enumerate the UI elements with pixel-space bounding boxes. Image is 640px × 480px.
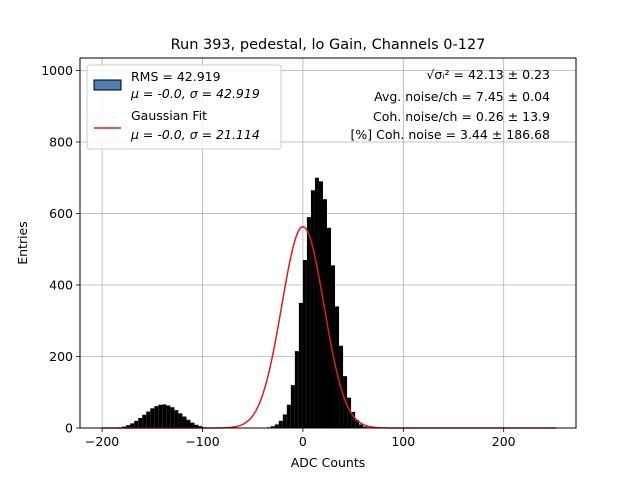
histogram-bar — [198, 426, 203, 428]
histogram-bar — [326, 227, 332, 428]
histogram-bar — [274, 424, 279, 428]
histogram-bar — [290, 385, 295, 428]
x-tick-label: 100 — [391, 434, 415, 449]
legend-rms-label: RMS = 42.919 — [131, 69, 221, 84]
y-tick-label: 1000 — [41, 63, 73, 78]
noise-annotations: √σᵢ² = 42.13 ± 0.23 Avg. noise/ch = 7.45… — [350, 67, 550, 142]
histogram-bar — [359, 424, 364, 428]
histogram-bar — [154, 406, 159, 428]
chart-title: Run 393, pedestal, lo Gain, Channels 0-1… — [171, 37, 486, 53]
histogram-bar — [302, 259, 307, 428]
histogram-bar — [286, 404, 291, 428]
histogram-bar — [306, 217, 311, 428]
x-tick-label: 0 — [299, 434, 307, 449]
y-tick-label: 400 — [49, 278, 73, 293]
histogram-bar — [310, 190, 315, 428]
histogram-bar — [150, 408, 155, 428]
histogram-bar — [190, 422, 195, 428]
annotation-sqrt-sigma: √σᵢ² = 42.13 ± 0.23 — [426, 67, 550, 82]
x-tick-label: −100 — [185, 434, 219, 449]
histogram-bar — [186, 419, 191, 428]
histogram-bar — [347, 397, 352, 428]
legend-rms-stats: μ = -0.0, σ = 42.919 — [130, 86, 260, 101]
histogram-bar — [363, 426, 368, 428]
histogram-bar — [318, 181, 323, 428]
histogram-bar — [335, 306, 340, 428]
histogram-bar — [166, 405, 171, 428]
annotation-coh-percent: [%] Coh. noise = 3.44 ± 186.68 — [350, 127, 550, 142]
histogram-bar — [314, 177, 319, 428]
histogram-bar — [158, 404, 163, 428]
legend-rms-patch — [93, 79, 122, 91]
histogram-bar — [182, 416, 187, 428]
x-tick-label: −200 — [85, 434, 119, 449]
y-tick-label: 600 — [49, 206, 73, 221]
legend-fit-stats: μ = -0.0, σ = 21.114 — [130, 127, 260, 142]
histogram-bar — [278, 420, 283, 428]
legend-box — [86, 64, 282, 150]
x-tick-label: 200 — [492, 434, 516, 449]
histogram-bar — [126, 425, 131, 428]
legend-fit-label: Gaussian Fit — [131, 108, 207, 123]
annotation-sqrt-sigma-value: = 42.13 ± 0.23 — [450, 67, 550, 82]
y-tick-label: 200 — [49, 349, 73, 364]
histogram-bar — [355, 420, 360, 428]
histogram-bar — [282, 414, 287, 428]
annotation-coh-noise: Coh. noise/ch = 0.26 ± 13.9 — [373, 109, 550, 124]
histogram-bar — [331, 265, 336, 428]
histogram-bar — [138, 417, 143, 428]
x-axis-ticks: −200 −100 0 100 200 — [85, 428, 516, 449]
y-tick-label: 800 — [49, 135, 73, 150]
histogram-bar — [294, 351, 299, 428]
histogram-bar — [142, 414, 147, 428]
y-axis-ticks: 0 200 400 600 800 1000 — [41, 63, 80, 436]
histogram-bar — [270, 426, 275, 428]
x-axis-label: ADC Counts — [291, 455, 366, 470]
y-tick-label: 0 — [65, 421, 73, 436]
histogram-bar — [146, 411, 151, 428]
histogram-bar — [351, 411, 356, 428]
histogram-bar — [162, 404, 167, 428]
legend: RMS = 42.919 μ = -0.0, σ = 42.919 Gaussi… — [86, 64, 282, 150]
annotation-avg-noise: Avg. noise/ch = 7.45 ± 0.04 — [374, 89, 550, 104]
histogram-bar — [174, 410, 179, 428]
histogram-bar — [194, 424, 199, 428]
histogram-bar — [130, 423, 135, 428]
y-axis-label: Entries — [15, 221, 30, 265]
histogram-bar — [170, 407, 175, 428]
histogram-bar — [298, 302, 303, 428]
plot-frame — [79, 57, 577, 429]
histogram-bar — [178, 413, 183, 428]
histogram-bar — [134, 420, 139, 428]
annotation-sqrt-sigma-symbol: √σᵢ² — [426, 67, 449, 82]
